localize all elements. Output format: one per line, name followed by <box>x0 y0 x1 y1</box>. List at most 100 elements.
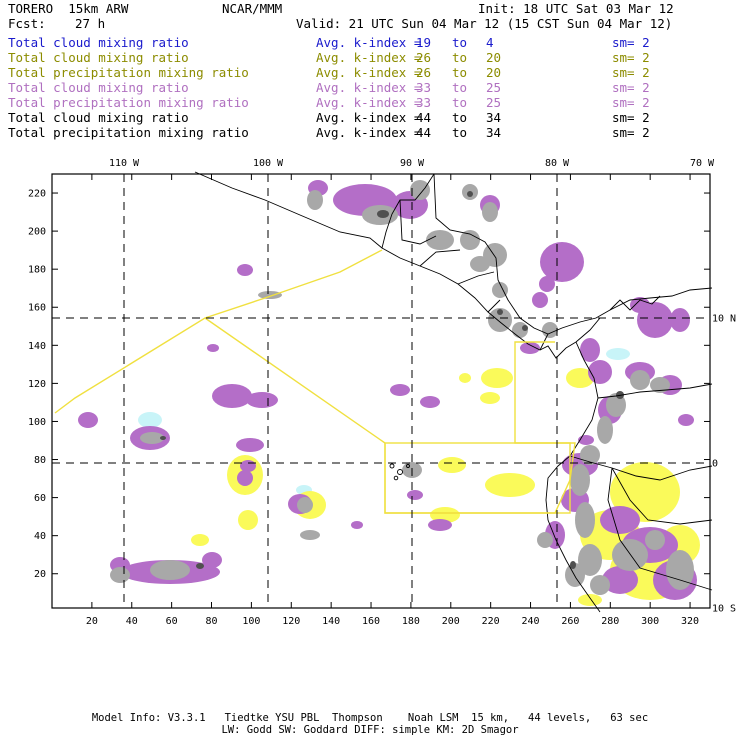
legend-to: 20 <box>486 65 502 80</box>
gray-cloud-area <box>426 230 454 250</box>
y-tick-label: 100 <box>28 417 46 428</box>
legend-to-label: to <box>452 65 468 80</box>
longitude-label: 80 W <box>545 158 570 169</box>
gray-cloud-area <box>307 190 323 210</box>
gray-cloud-area <box>612 539 648 571</box>
x-tick-label: 60 <box>166 616 178 627</box>
yellow-cloud-area <box>430 507 460 523</box>
x-tick-label: 200 <box>442 616 460 627</box>
south-america-coast <box>545 341 601 613</box>
purple-cloud-area <box>390 384 410 396</box>
x-tick-label: 180 <box>402 616 420 627</box>
purple-cloud-area <box>580 338 600 362</box>
purple-cloud-area <box>670 308 690 332</box>
legend-field: Total cloud mixing ratio <box>8 35 189 50</box>
yellow-cloud-area <box>191 534 209 546</box>
longitude-label: 110 W <box>109 158 140 169</box>
legend-field: Total cloud mixing ratio <box>8 110 189 125</box>
legend-to: 34 <box>486 110 502 125</box>
latitude-label: 0 <box>712 459 718 470</box>
yellow-cloud-area <box>438 457 466 473</box>
x-tick-label: 280 <box>601 616 619 627</box>
y-tick-label: 20 <box>34 569 46 580</box>
purple-cloud-area <box>212 384 252 408</box>
purple-cloud-area <box>246 392 278 408</box>
purple-cloud-area <box>202 552 222 568</box>
gray-cloud-area <box>488 308 512 332</box>
gray-cloud-area <box>630 370 650 390</box>
legend-field: Total precipitation mixing ratio <box>8 125 249 140</box>
gray-cloud-area <box>297 497 313 513</box>
legend-from: 26 <box>416 65 432 80</box>
legend-field: Total precipitation mixing ratio <box>8 95 249 110</box>
latitude-label: 10 S <box>712 604 736 615</box>
legend-to-label: to <box>452 80 468 95</box>
gray-cloud-area <box>150 560 190 580</box>
x-tick-label: 240 <box>522 616 540 627</box>
axis-ticks <box>52 174 710 608</box>
purple-cloud-area <box>532 292 548 308</box>
central-america-caribbean-coast <box>433 173 713 335</box>
longitude-label: 70 W <box>690 158 715 169</box>
longitude-label: 90 W <box>400 158 425 169</box>
legend-field: Total cloud mixing ratio <box>8 50 189 65</box>
legend-sm: sm= 2 <box>612 50 650 65</box>
x-tick-label: 320 <box>681 616 699 627</box>
yellow-cloud-area <box>485 473 535 497</box>
physics-info: LW: Godd SW: Goddard DIFF: simple KM: 2D… <box>221 724 519 736</box>
legend-from: 33 <box>416 80 432 95</box>
legend-to: 34 <box>486 125 502 140</box>
y-tick-label: 160 <box>28 303 46 314</box>
gray-cloud-area <box>645 530 665 550</box>
central-america-pacific-coast <box>381 247 577 359</box>
gray-cloud-area <box>410 180 430 200</box>
gray-cloud-area <box>470 256 490 272</box>
legend-to: 25 <box>486 95 502 110</box>
gray-cloud-area <box>140 432 164 444</box>
y-tick-label: 80 <box>34 455 46 466</box>
galapagos-island <box>397 469 403 475</box>
legend-to-label: to <box>452 95 468 110</box>
purple-cloud-area <box>407 490 423 500</box>
legend-from: 33 <box>416 95 432 110</box>
legend-field: Total cloud mixing ratio <box>8 80 189 95</box>
purple-cloud-area <box>78 412 98 428</box>
y-tick-label: 180 <box>28 265 46 276</box>
legend-sm: sm= 2 <box>612 110 650 125</box>
legend-to-label: to <box>452 35 468 50</box>
cloud-fields <box>78 180 700 606</box>
purple-cloud-area <box>678 414 694 426</box>
legend-avg: Avg. k-index = <box>316 65 422 80</box>
legend-from: 26 <box>416 50 432 65</box>
legend-to: 4 <box>486 35 494 50</box>
purple-cloud-area <box>420 396 440 408</box>
valid-time: Valid: 21 UTC Sun 04 Mar 12 (15 CST Sun … <box>296 16 673 31</box>
legend-sm: sm= 2 <box>612 80 650 95</box>
y-tick-label: 40 <box>34 531 46 542</box>
country-borders <box>399 199 601 351</box>
gray-cloud-area <box>258 291 282 299</box>
x-tick-label: 40 <box>126 616 138 627</box>
legend-to-label: to <box>452 125 468 140</box>
y-tick-label: 200 <box>28 227 46 238</box>
dark-gray-cloud-core <box>467 191 473 197</box>
legend-from: 19 <box>416 35 432 50</box>
south-america-borders <box>569 383 713 591</box>
legend-sm: sm= 2 <box>612 125 650 140</box>
gray-cloud-area <box>666 550 694 590</box>
x-tick-label: 220 <box>482 616 500 627</box>
purple-cloud-area <box>237 470 253 486</box>
gray-cloud-area <box>492 282 508 298</box>
gray-cloud-area <box>110 567 130 583</box>
longitude-label: 100 W <box>253 158 284 169</box>
galapagos-island <box>406 464 410 468</box>
map-frame <box>51 173 711 609</box>
inner-domain-outline <box>384 442 571 514</box>
gray-cloud-area <box>482 202 498 222</box>
purple-cloud-area <box>236 438 264 452</box>
legend-to-label: to <box>452 50 468 65</box>
gray-cloud-area <box>542 322 558 338</box>
purple-cloud-area <box>428 519 452 531</box>
yellow-cloud-area <box>238 510 258 530</box>
model-name: TORERO 15km ARW <box>8 1 129 16</box>
